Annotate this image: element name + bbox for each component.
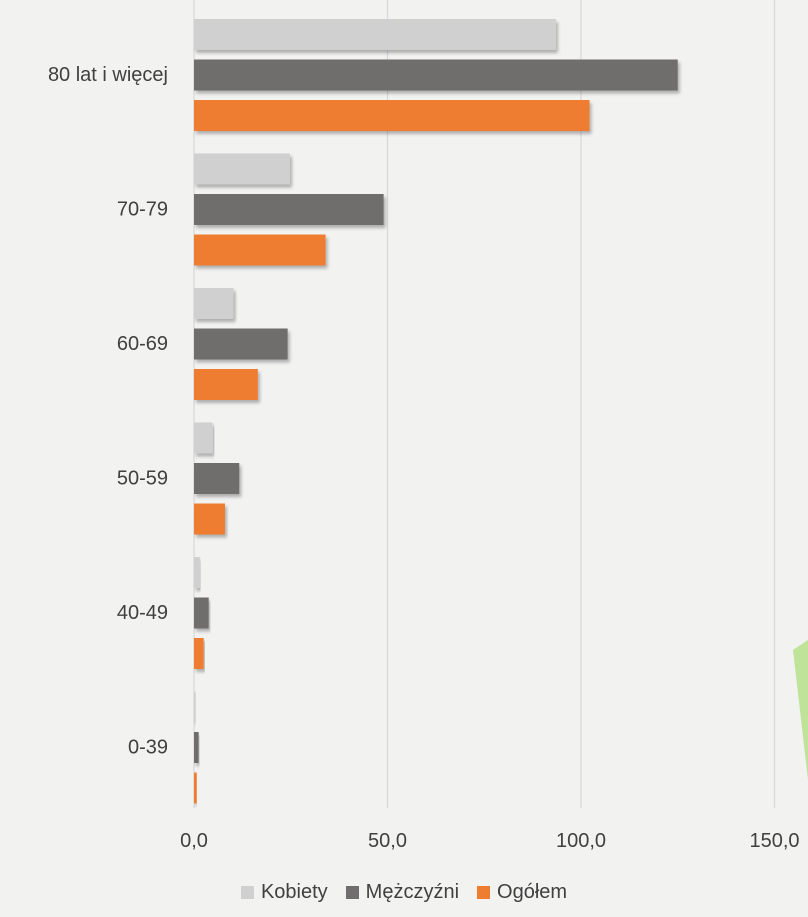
legend-label-kobiety: Kobiety [260, 880, 328, 903]
decorative-green-shape [793, 640, 808, 780]
bar-ogolem-0-39 [194, 772, 197, 804]
category-label-80-lat-i-wiecej: 80 lat i więcej [48, 64, 168, 86]
bar-kobiety-70-79 [194, 153, 290, 185]
x-tick-label-1: 50,0 [368, 830, 407, 852]
x-tick-label-3: 150,0 [749, 830, 799, 852]
category-labels: 80 lat i więcej 70-79 60-69 50-59 40-49 0-39 [48, 64, 168, 759]
bar-kobiety-50-59 [194, 422, 213, 454]
bar-ogolem-60-69 [194, 369, 258, 400]
bar-mezczyzni-80-lat-i-wiecej [194, 59, 678, 91]
bar-ogolem-80-lat-i-wiecej [194, 100, 590, 131]
bar-mezczyzni-0-39 [194, 732, 199, 763]
bar-ogolem-50-59 [194, 503, 225, 535]
bar-kobiety-60-69 [194, 288, 234, 319]
bar-kobiety-0-39 [194, 691, 196, 723]
category-label-60-69: 60-69 [117, 333, 168, 355]
bar-kobiety-80-lat-i-wiecej [194, 19, 556, 50]
legend: Kobiety Mężczyźni Ogółem [0, 872, 808, 912]
legend-swatch-mezczyzni [345, 885, 359, 899]
legend-item-kobiety: Kobiety [240, 880, 328, 904]
bar-ogolem-40-49 [194, 638, 204, 669]
x-axis-tick-labels: 0,0 50,0 100,0 150,0 [180, 830, 799, 852]
legend-item-ogolem: Ogółem [477, 881, 567, 904]
grid-lines [193, 0, 776, 808]
legend-label-ogolem: Ogółem [497, 880, 568, 903]
bar-mezczyzni-40-49 [194, 597, 209, 629]
bar-mezczyzni-70-79 [194, 194, 384, 225]
legend-swatch-ogolem [477, 885, 491, 899]
category-label-50-59: 50-59 [117, 468, 168, 490]
legend-label-mezczyzni: Mężczyźni [365, 880, 460, 903]
category-label-0-39: 0-39 [128, 737, 168, 759]
legend-item-mezczyzni: Mężczyźni [345, 880, 460, 904]
x-tick-label-2: 100,0 [556, 830, 606, 852]
category-label-40-49: 40-49 [117, 602, 168, 624]
category-label-70-79: 70-79 [117, 199, 168, 221]
bars [194, 19, 678, 804]
x-tick-label-0: 0,0 [180, 830, 208, 852]
bar-kobiety-40-49 [194, 557, 200, 588]
legend-swatch-kobiety [240, 885, 254, 899]
bar-mezczyzni-50-59 [194, 463, 240, 494]
bar-ogolem-70-79 [194, 234, 326, 266]
bar-mezczyzni-60-69 [194, 328, 288, 360]
